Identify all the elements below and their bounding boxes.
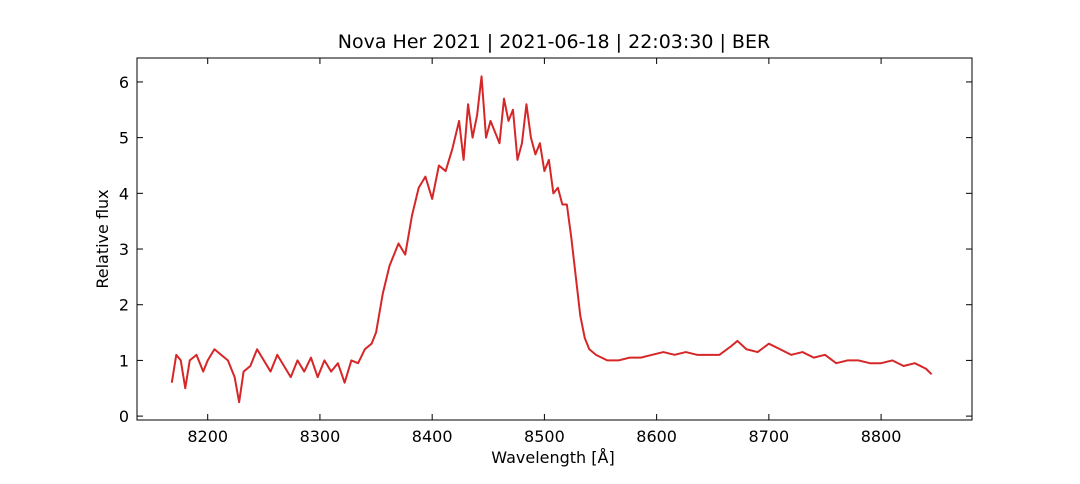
- chart-title: Nova Her 2021 | 2021-06-18 | 22:03:30 | …: [338, 31, 770, 53]
- x-tick-label: 8700: [749, 427, 790, 446]
- x-tick-label: 8400: [412, 427, 453, 446]
- y-tick-label: 0: [119, 407, 129, 426]
- y-tick-label: 3: [119, 240, 129, 259]
- x-tick-label: 8800: [861, 427, 902, 446]
- x-tick-label: 8600: [636, 427, 677, 446]
- y-tick-label: 6: [119, 73, 129, 92]
- x-tick-label: 8500: [524, 427, 565, 446]
- y-axis-label: Relative flux: [93, 189, 112, 288]
- y-tick-label: 2: [119, 296, 129, 315]
- y-tick-label: 1: [119, 351, 129, 370]
- y-tick-label: 5: [119, 129, 129, 148]
- spectrum-line: [170, 75, 933, 404]
- x-axis-label: Wavelength [Å]: [491, 448, 614, 467]
- x-tick-label: 8200: [187, 427, 228, 446]
- plot-frame: [136, 57, 973, 421]
- y-tick-label: 4: [119, 184, 129, 203]
- x-tick-label: 8300: [300, 427, 341, 446]
